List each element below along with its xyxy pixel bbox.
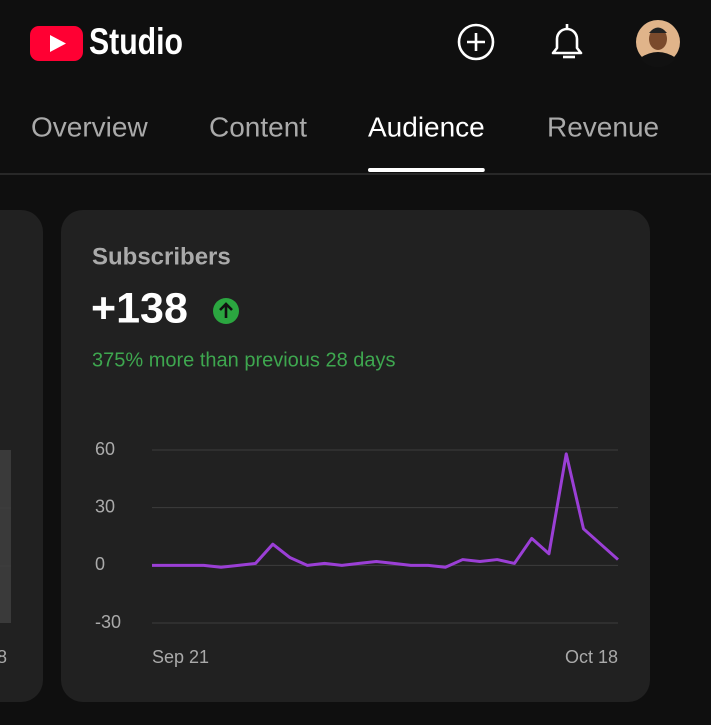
tab[interactable]: Content (209, 111, 307, 142)
tab-underline (368, 168, 485, 172)
logo-text: Studio (89, 21, 183, 62)
series-line (152, 452, 619, 569)
create-icon (457, 23, 495, 61)
y-tick-label: 0 (95, 554, 105, 574)
card-value: +138 (91, 284, 188, 332)
y-tick-label: -30 (95, 612, 121, 632)
card-change: 375% more than previous 28 days (92, 349, 396, 371)
logo-play (50, 35, 66, 52)
x-tick-label: Sep 21 (152, 647, 209, 667)
card[interactable] (61, 210, 650, 702)
tabs: Overview Content Audience Revenue (31, 111, 659, 172)
avatar-shirt (640, 52, 676, 68)
y-tick-label: 30 (95, 496, 115, 516)
bell-icon (551, 27, 583, 55)
left-card-grid (0, 507, 11, 567)
avatar-face (649, 28, 667, 50)
logo[interactable]: Studio (30, 21, 183, 62)
chart: 60 30 0 -30 Sep 21 Oct 18 (95, 439, 619, 667)
avatar-hair (649, 27, 667, 33)
x-tick-label: Oct 18 (565, 647, 618, 667)
y-tick-label: 60 (95, 439, 115, 459)
up-arrow (219, 302, 233, 318)
notifications-button[interactable] (551, 24, 583, 59)
left-card-bar (0, 450, 11, 623)
create-button[interactable] (457, 23, 495, 61)
tab[interactable]: Revenue (547, 111, 659, 142)
tab[interactable]: Audience (368, 111, 485, 142)
avatar[interactable] (636, 20, 680, 68)
tab[interactable]: Overview (31, 111, 148, 142)
create-plus (467, 33, 485, 51)
card-title: Subscribers (92, 243, 231, 270)
left-card-label: 8 (0, 647, 7, 667)
